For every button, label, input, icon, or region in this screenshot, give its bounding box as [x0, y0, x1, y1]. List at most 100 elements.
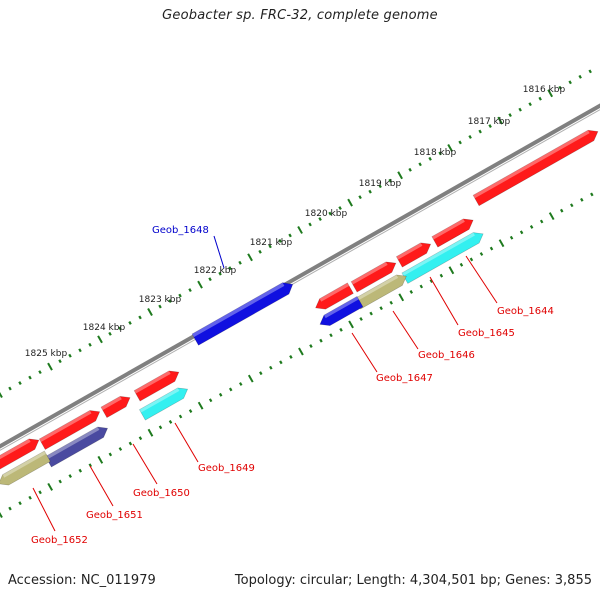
track-tick	[118, 326, 122, 331]
gene-body	[431, 218, 474, 248]
gene-leader-line	[174, 422, 199, 463]
gene-leader-line	[392, 310, 419, 350]
gene-arrow	[350, 261, 397, 293]
track-tick	[489, 246, 494, 251]
track-tick	[398, 293, 405, 302]
track-tick	[328, 211, 332, 216]
gene-arrow	[395, 242, 432, 268]
track-tick	[498, 239, 505, 248]
track-tick	[379, 306, 383, 311]
gene-body	[0, 438, 40, 470]
gene-label-geob-1646: Geob_1646	[418, 350, 475, 361]
track-tick	[108, 331, 112, 336]
gene-highlight	[473, 130, 590, 199]
gene-body	[472, 129, 599, 207]
track-tick	[389, 300, 393, 305]
track-tick	[408, 167, 412, 172]
track-tick	[258, 249, 262, 254]
track-tick	[88, 342, 92, 347]
track-tick	[97, 455, 104, 464]
track-tick	[318, 217, 322, 221]
gene-leader-line	[429, 276, 459, 326]
track-tick	[8, 386, 12, 391]
track-tick	[519, 230, 524, 235]
gene-highlight	[100, 396, 122, 411]
track-tick	[279, 360, 283, 365]
track-tick	[268, 244, 272, 249]
track-tick	[138, 436, 143, 441]
track-tick	[247, 374, 254, 383]
track-tick	[147, 428, 154, 437]
gene-arrow	[315, 282, 354, 310]
track-tick	[188, 409, 193, 414]
track-tick	[347, 198, 353, 207]
track-tick	[97, 335, 103, 344]
track-tick	[168, 299, 172, 303]
track-tick	[18, 381, 22, 385]
track-tick	[28, 375, 32, 380]
track-tick	[469, 257, 474, 262]
track-tick	[458, 140, 462, 145]
kbp-label: 1817 kbp	[468, 117, 511, 127]
kbp-label: 1823 kbp	[139, 295, 182, 305]
track-tick	[438, 151, 442, 156]
kbp-label: 1825 kbp	[25, 349, 68, 359]
gene-arrow	[472, 129, 599, 207]
track-tick	[58, 479, 62, 484]
gene-label-geob-1648: Geob_1648	[152, 225, 209, 236]
gene-body	[45, 426, 109, 468]
track-tick	[309, 344, 313, 349]
track-tick	[359, 317, 363, 321]
kbp-label: 1824 kbp	[83, 323, 126, 333]
gene-arrow	[38, 410, 101, 450]
track-tick	[428, 156, 432, 161]
gene-body	[133, 370, 180, 402]
track-tick	[439, 273, 444, 278]
track-tick	[289, 354, 293, 359]
track-tick	[478, 129, 482, 134]
track-tick	[208, 277, 212, 282]
track-tick	[68, 353, 72, 358]
track-tick	[308, 222, 312, 227]
gene-body	[319, 296, 364, 326]
track-tick	[278, 238, 282, 243]
track-tick	[538, 96, 542, 101]
gene-highlight	[139, 387, 180, 413]
track-tick	[47, 362, 53, 371]
track-tick	[509, 235, 514, 240]
track-tick	[338, 206, 342, 211]
track-tick	[497, 116, 503, 125]
track-tick	[508, 113, 512, 118]
gene-arrow	[0, 438, 40, 470]
gene-label-geob-1650: Geob_1650	[133, 488, 190, 499]
track-tick	[459, 262, 464, 267]
track-tick	[128, 320, 132, 325]
accession-text: Accession: NC_011979	[8, 573, 156, 588]
gene-label-geob-1644: Geob_1644	[497, 306, 554, 317]
track-tick	[479, 252, 484, 256]
track-tick	[419, 284, 424, 289]
gene-body	[191, 282, 294, 346]
track-tick	[197, 401, 204, 410]
track-tick	[168, 419, 173, 424]
gene-arrow	[431, 218, 474, 248]
track-tick	[378, 184, 382, 189]
gene-arrow-geob-1649	[139, 387, 189, 421]
gene-arrow-geob-1652	[0, 450, 51, 486]
track-tick	[38, 370, 42, 375]
gene-highlight	[431, 218, 465, 240]
track-tick	[547, 89, 554, 98]
map-title: Geobacter sp. FRC-32, complete genome	[162, 8, 438, 23]
gene-highlight	[192, 282, 285, 338]
gene-arrow-geob-1648	[191, 282, 294, 346]
track-tick	[8, 506, 12, 511]
track-tick	[578, 74, 582, 79]
track-tick	[238, 382, 243, 386]
track-tick	[259, 371, 263, 376]
track-tick	[539, 219, 544, 224]
track-tick	[590, 192, 594, 197]
gene-body	[0, 450, 51, 486]
gene-label-geob-1647: Geob_1647	[376, 373, 433, 384]
track-tick	[447, 143, 453, 152]
track-tick	[68, 474, 72, 479]
